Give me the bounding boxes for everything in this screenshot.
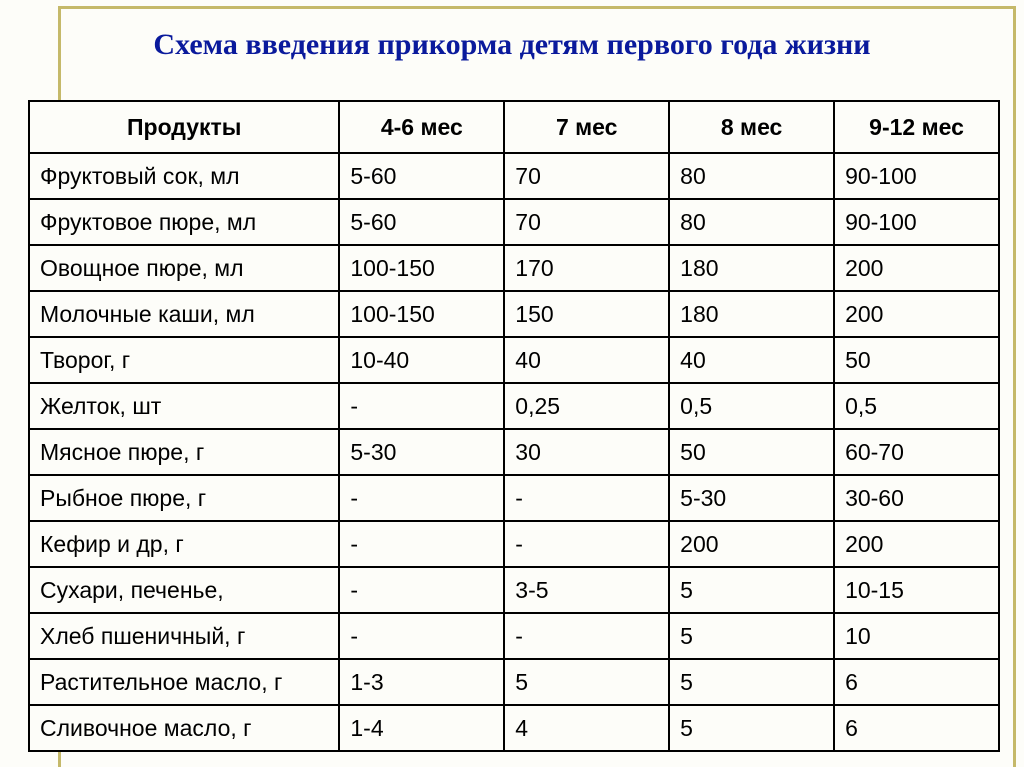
cell-value: 200 [669, 521, 834, 567]
cell-value: 40 [504, 337, 669, 383]
cell-value: 5-60 [339, 153, 504, 199]
cell-value: 10-40 [339, 337, 504, 383]
cell-product: Рыбное пюре, г [29, 475, 339, 521]
feeding-schedule-table-wrapper: Продукты 4-6 мес 7 мес 8 мес 9-12 мес Фр… [28, 100, 1000, 752]
cell-value: 5 [669, 659, 834, 705]
table-row: Рыбное пюре, г - - 5-30 30-60 [29, 475, 999, 521]
cell-value: 4 [504, 705, 669, 751]
table-row: Мясное пюре, г 5-30 30 50 60-70 [29, 429, 999, 475]
cell-product: Сухари, печенье, [29, 567, 339, 613]
cell-value: 150 [504, 291, 669, 337]
cell-value: 50 [669, 429, 834, 475]
cell-value: 5 [669, 567, 834, 613]
cell-value: 1-3 [339, 659, 504, 705]
cell-value: - [339, 521, 504, 567]
cell-value: - [339, 613, 504, 659]
feeding-schedule-table: Продукты 4-6 мес 7 мес 8 мес 9-12 мес Фр… [28, 100, 1000, 752]
cell-value: 80 [669, 153, 834, 199]
cell-value: - [339, 383, 504, 429]
cell-value: - [504, 475, 669, 521]
cell-value: 100-150 [339, 245, 504, 291]
cell-value: - [504, 613, 669, 659]
cell-value: - [339, 475, 504, 521]
table-row: Сливочное масло, г 1-4 4 5 6 [29, 705, 999, 751]
cell-product: Овощное пюре, мл [29, 245, 339, 291]
cell-product: Фруктовое пюре, мл [29, 199, 339, 245]
cell-value: 3-5 [504, 567, 669, 613]
cell-product: Сливочное масло, г [29, 705, 339, 751]
cell-value: 70 [504, 153, 669, 199]
cell-value: 180 [669, 291, 834, 337]
cell-value: 50 [834, 337, 999, 383]
table-row: Кефир и др, г - - 200 200 [29, 521, 999, 567]
cell-value: 5 [504, 659, 669, 705]
decorative-frame-right [1013, 6, 1016, 767]
cell-value: 30-60 [834, 475, 999, 521]
table-row: Творог, г 10-40 40 40 50 [29, 337, 999, 383]
col-header-products: Продукты [29, 101, 339, 153]
table-header-row: Продукты 4-6 мес 7 мес 8 мес 9-12 мес [29, 101, 999, 153]
cell-value: 5 [669, 705, 834, 751]
cell-value: - [339, 567, 504, 613]
table-row: Желток, шт - 0,25 0,5 0,5 [29, 383, 999, 429]
table-row: Сухари, печенье, - 3-5 5 10-15 [29, 567, 999, 613]
cell-value: 6 [834, 705, 999, 751]
table-row: Молочные каши, мл 100-150 150 180 200 [29, 291, 999, 337]
cell-value: 90-100 [834, 153, 999, 199]
cell-value: 90-100 [834, 199, 999, 245]
cell-value: 100-150 [339, 291, 504, 337]
cell-value: 10-15 [834, 567, 999, 613]
cell-product: Творог, г [29, 337, 339, 383]
col-header-9-12m: 9-12 мес [834, 101, 999, 153]
cell-value: - [504, 521, 669, 567]
cell-value: 70 [504, 199, 669, 245]
col-header-8m: 8 мес [669, 101, 834, 153]
cell-value: 1-4 [339, 705, 504, 751]
cell-value: 5-60 [339, 199, 504, 245]
cell-value: 60-70 [834, 429, 999, 475]
cell-value: 30 [504, 429, 669, 475]
col-header-4-6m: 4-6 мес [339, 101, 504, 153]
cell-value: 200 [834, 521, 999, 567]
table-body: Фруктовый сок, мл 5-60 70 80 90-100 Фрук… [29, 153, 999, 751]
cell-value: 200 [834, 245, 999, 291]
cell-product: Молочные каши, мл [29, 291, 339, 337]
cell-value: 5-30 [669, 475, 834, 521]
table-row: Хлеб пшеничный, г - - 5 10 [29, 613, 999, 659]
decorative-frame-top [58, 6, 1016, 9]
page-title: Схема введения прикорма детям первого го… [0, 28, 1024, 62]
cell-product: Кефир и др, г [29, 521, 339, 567]
cell-value: 5-30 [339, 429, 504, 475]
cell-value: 10 [834, 613, 999, 659]
table-row: Фруктовое пюре, мл 5-60 70 80 90-100 [29, 199, 999, 245]
cell-product: Фруктовый сок, мл [29, 153, 339, 199]
col-header-7m: 7 мес [504, 101, 669, 153]
cell-value: 0,25 [504, 383, 669, 429]
cell-product: Мясное пюре, г [29, 429, 339, 475]
cell-value: 170 [504, 245, 669, 291]
cell-value: 200 [834, 291, 999, 337]
table-row: Фруктовый сок, мл 5-60 70 80 90-100 [29, 153, 999, 199]
cell-value: 0,5 [834, 383, 999, 429]
table-row: Овощное пюре, мл 100-150 170 180 200 [29, 245, 999, 291]
cell-product: Растительное масло, г [29, 659, 339, 705]
cell-value: 6 [834, 659, 999, 705]
table-row: Растительное масло, г 1-3 5 5 6 [29, 659, 999, 705]
cell-value: 80 [669, 199, 834, 245]
cell-value: 40 [669, 337, 834, 383]
cell-value: 5 [669, 613, 834, 659]
cell-value: 0,5 [669, 383, 834, 429]
cell-product: Желток, шт [29, 383, 339, 429]
cell-product: Хлеб пшеничный, г [29, 613, 339, 659]
cell-value: 180 [669, 245, 834, 291]
